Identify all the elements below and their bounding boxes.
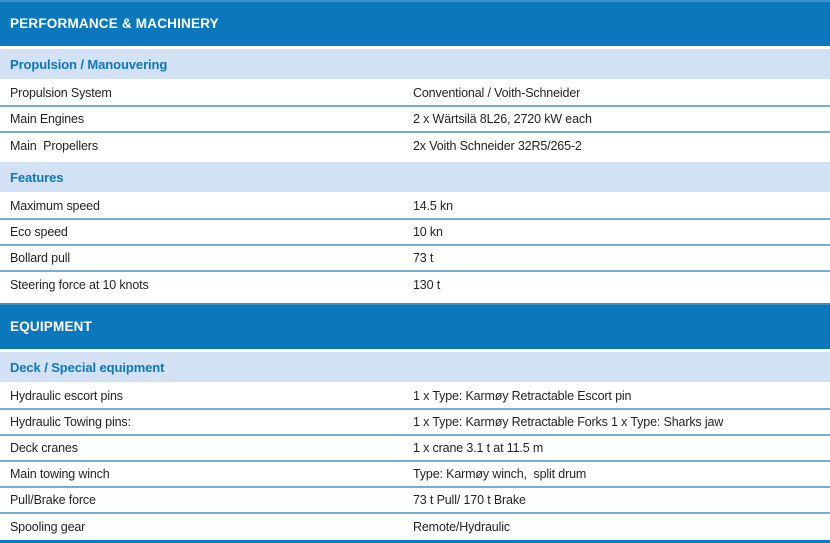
spec-label: Main towing winch: [10, 467, 110, 481]
spec-label: Propulsion System: [10, 86, 112, 100]
spec-label: Hydraulic escort pins: [10, 389, 123, 403]
section-groups: Propulsion / Manouvering Propulsion Syst…: [0, 49, 830, 298]
section-header: EQUIPMENT: [0, 303, 830, 349]
spec-row: Main Engines 2 x Wärtsilä 8L26, 2720 kW …: [0, 107, 830, 133]
spec-value: 1 x Type: Karmøy Retractable Escort pin: [413, 389, 632, 403]
spec-row: Steering force at 10 knots 130 t: [0, 272, 830, 298]
spec-row: Pull/Brake force 73 t Pull/ 170 t Brake: [0, 488, 830, 514]
spec-label: Pull/Brake force: [10, 493, 96, 507]
spec-label: Maximum speed: [10, 199, 100, 213]
spec-value: 130 t: [413, 278, 441, 292]
group-heading: Deck / Special equipment: [0, 352, 830, 382]
spec-value: Remote/Hydraulic: [413, 520, 510, 534]
spec-section: PERFORMANCE & MACHINERY Propulsion / Man…: [0, 0, 830, 298]
group-heading-label: Features: [10, 169, 64, 185]
spec-row: Deck cranes 1 x crane 3.1 t at 11.5 m: [0, 436, 830, 462]
group-rows: Propulsion System Conventional / Voith-S…: [0, 81, 830, 159]
spec-row: Main Propellers 2x Voith Schneider 32R5/…: [0, 133, 830, 159]
spec-row: Spooling gear Remote/Hydraulic: [0, 514, 830, 540]
spec-label: Deck cranes: [10, 441, 78, 455]
spec-group: Propulsion / Manouvering Propulsion Syst…: [0, 49, 830, 159]
spec-value: 14.5 kn: [413, 199, 453, 213]
spec-label: Steering force at 10 knots: [10, 278, 149, 292]
spec-value: 2x Voith Schneider 32R5/265-2: [413, 139, 582, 153]
spec-row: Eco speed 10 kn: [0, 220, 830, 246]
section-groups: Deck / Special equipment Hydraulic escor…: [0, 352, 830, 540]
group-heading: Propulsion / Manouvering: [0, 49, 830, 79]
spec-section: EQUIPMENT Deck / Special equipment Hydra…: [0, 303, 830, 540]
section-title: EQUIPMENT: [10, 318, 93, 334]
spec-value: Type: Karmøy winch, split drum: [413, 467, 587, 481]
spec-label: Main Engines: [10, 112, 84, 126]
section-header: PERFORMANCE & MACHINERY: [0, 0, 830, 46]
spec-label: Eco speed: [10, 225, 68, 239]
group-heading-label: Propulsion / Manouvering: [10, 56, 168, 72]
spec-row: Bollard pull 73 t: [0, 246, 830, 272]
spec-row: Main towing winch Type: Karmøy winch, sp…: [0, 462, 830, 488]
group-rows: Hydraulic escort pins 1 x Type: Karmøy R…: [0, 384, 830, 540]
spec-group: Features Maximum speed 14.5 kn Eco speed…: [0, 162, 830, 298]
spec-label: Hydraulic Towing pins:: [10, 415, 131, 429]
spec-row: Hydraulic escort pins 1 x Type: Karmøy R…: [0, 384, 830, 410]
spec-value: 1 x Type: Karmøy Retractable Forks 1 x T…: [413, 415, 724, 429]
spec-row: Hydraulic Towing pins: 1 x Type: Karmøy …: [0, 410, 830, 436]
spec-value: Conventional / Voith-Schneider: [413, 86, 581, 100]
group-rows: Maximum speed 14.5 kn Eco speed 10 kn Bo…: [0, 194, 830, 298]
spec-group: Deck / Special equipment Hydraulic escor…: [0, 352, 830, 540]
spec-value: 73 t: [413, 251, 434, 265]
spec-value: 10 kn: [413, 225, 443, 239]
group-heading: Features: [0, 162, 830, 192]
spec-row: Propulsion System Conventional / Voith-S…: [0, 81, 830, 107]
spec-value: 1 x crane 3.1 t at 11.5 m: [413, 441, 544, 455]
spec-value: 2 x Wärtsilä 8L26, 2720 kW each: [413, 112, 592, 126]
group-heading-label: Deck / Special equipment: [10, 359, 165, 375]
spec-label: Bollard pull: [10, 251, 71, 265]
spec-row: Maximum speed 14.5 kn: [0, 194, 830, 220]
spec-value: 73 t Pull/ 170 t Brake: [413, 493, 526, 507]
spec-label: Spooling gear: [10, 520, 86, 534]
spec-label: Main Propellers: [10, 139, 98, 153]
section-title: PERFORMANCE & MACHINERY: [10, 15, 219, 31]
